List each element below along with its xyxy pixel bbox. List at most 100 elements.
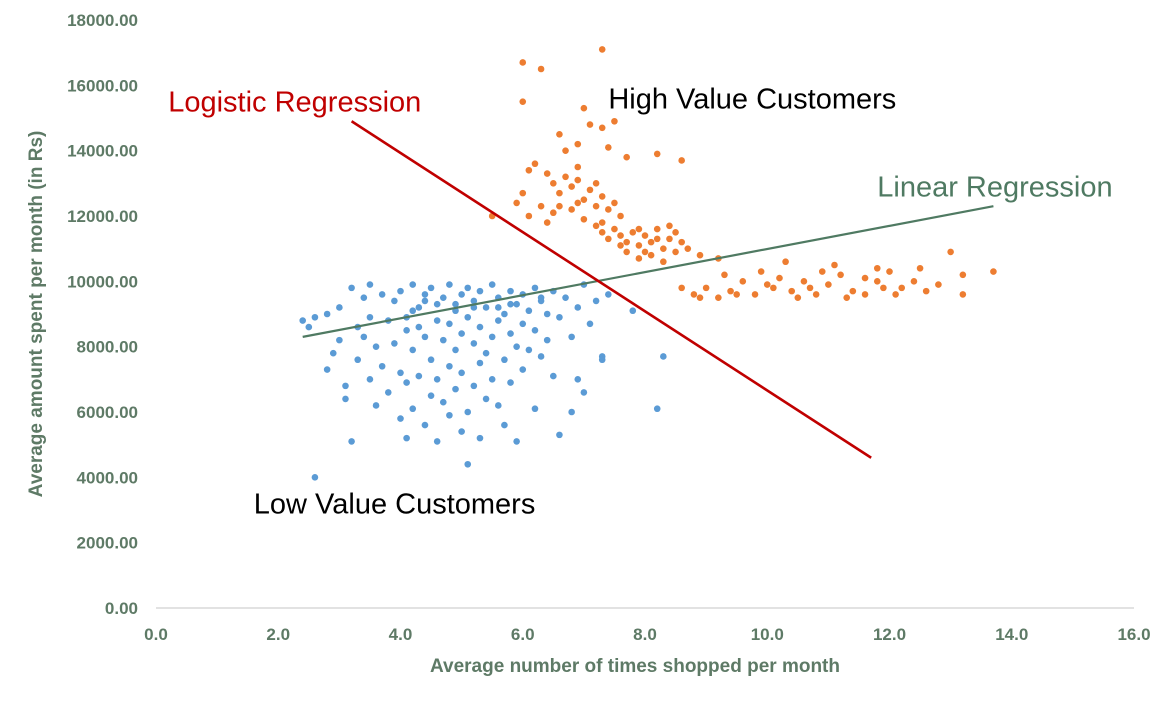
low-value-point bbox=[348, 438, 355, 445]
high-value-point bbox=[519, 98, 527, 105]
high-value-point bbox=[537, 202, 545, 210]
low-value-point bbox=[488, 376, 496, 383]
high-value-point bbox=[635, 225, 643, 233]
low-value-customers-label: Low Value Customers bbox=[254, 488, 536, 520]
high-value-point bbox=[543, 170, 551, 177]
low-value-point bbox=[507, 330, 514, 337]
low-value-point bbox=[397, 415, 404, 422]
low-value-point bbox=[329, 349, 337, 357]
low-value-point bbox=[495, 304, 502, 311]
high-value-point bbox=[800, 278, 808, 285]
low-value-point bbox=[556, 313, 563, 321]
high-value-point bbox=[562, 173, 569, 181]
low-value-point bbox=[415, 304, 423, 311]
high-value-point bbox=[959, 291, 967, 298]
low-value-point bbox=[507, 379, 514, 386]
high-value-point bbox=[910, 278, 918, 285]
low-value-point bbox=[562, 294, 569, 301]
low-value-point bbox=[501, 310, 508, 318]
low-value-point bbox=[323, 310, 331, 318]
high-value-point bbox=[617, 232, 624, 239]
high-value-point bbox=[525, 212, 533, 220]
high-value-point bbox=[678, 157, 685, 164]
low-value-point bbox=[311, 313, 319, 321]
high-value-point bbox=[623, 238, 630, 246]
high-value-point bbox=[611, 225, 618, 233]
high-value-point bbox=[537, 65, 545, 73]
high-value-point bbox=[641, 248, 649, 256]
y-tick-label: 14000.00 bbox=[67, 142, 138, 161]
low-value-point bbox=[605, 291, 612, 298]
high-value-point bbox=[543, 219, 551, 226]
low-value-point bbox=[409, 405, 417, 413]
logistic-regression-label: Logistic Regression bbox=[168, 87, 421, 119]
low-value-point bbox=[360, 294, 368, 301]
high-value-point bbox=[684, 245, 692, 252]
high-value-point bbox=[861, 291, 869, 298]
y-tick-label: 2000.00 bbox=[77, 534, 138, 553]
low-value-point bbox=[513, 300, 520, 308]
x-tick-label: 0.0 bbox=[144, 625, 168, 644]
low-value-point bbox=[513, 438, 520, 445]
high-value-point bbox=[947, 248, 954, 256]
high-value-point bbox=[873, 278, 881, 285]
linear-regression-label: Linear Regression bbox=[877, 172, 1112, 204]
low-value-point bbox=[415, 323, 423, 331]
high-value-point bbox=[696, 294, 704, 301]
low-value-point bbox=[470, 297, 478, 305]
high-value-point bbox=[666, 235, 673, 243]
low-value-point bbox=[409, 281, 417, 288]
low-value-point bbox=[348, 284, 355, 292]
low-value-point bbox=[391, 340, 398, 347]
low-value-point bbox=[354, 356, 362, 364]
low-value-point bbox=[537, 353, 545, 360]
high-value-point bbox=[580, 196, 588, 203]
low-value-point bbox=[464, 284, 472, 292]
high-value-point bbox=[690, 291, 698, 298]
high-value-point bbox=[598, 229, 606, 236]
low-value-point bbox=[311, 474, 319, 481]
low-value-point bbox=[366, 313, 374, 321]
high-value-point bbox=[751, 291, 759, 298]
low-value-point bbox=[580, 389, 588, 396]
low-value-point bbox=[409, 346, 417, 354]
low-value-point bbox=[427, 284, 435, 292]
high-value-point bbox=[556, 189, 563, 197]
low-value-point bbox=[482, 304, 490, 311]
low-value-point bbox=[299, 317, 307, 324]
high-value-point bbox=[617, 242, 624, 249]
low-value-point bbox=[433, 300, 441, 308]
x-tick-label: 6.0 bbox=[511, 625, 535, 644]
high-value-point bbox=[806, 284, 814, 292]
low-value-point bbox=[336, 336, 343, 344]
high-value-point bbox=[647, 238, 655, 246]
low-value-point bbox=[458, 369, 465, 377]
high-value-point bbox=[556, 202, 563, 210]
low-value-point bbox=[507, 300, 514, 308]
high-value-point bbox=[605, 144, 612, 151]
high-value-point bbox=[702, 284, 710, 292]
y-tick-label: 4000.00 bbox=[77, 468, 138, 487]
low-value-point bbox=[568, 333, 575, 341]
low-value-point bbox=[488, 333, 496, 341]
low-value-point bbox=[360, 333, 368, 341]
high-value-point bbox=[922, 287, 930, 295]
high-value-point bbox=[935, 281, 942, 288]
low-value-point bbox=[427, 392, 435, 399]
high-value-point bbox=[672, 229, 679, 236]
high-value-point bbox=[849, 287, 857, 295]
high-value-point bbox=[592, 202, 600, 210]
low-value-point bbox=[470, 382, 478, 390]
high-value-point bbox=[592, 180, 600, 187]
low-value-point bbox=[501, 421, 508, 429]
high-value-point bbox=[794, 294, 802, 301]
low-value-point bbox=[525, 346, 533, 354]
low-value-point bbox=[452, 346, 459, 354]
high-value-point bbox=[886, 268, 893, 275]
y-tick-label: 18000.00 bbox=[67, 11, 138, 30]
high-value-point bbox=[586, 121, 594, 128]
low-value-point bbox=[495, 317, 502, 324]
low-value-point bbox=[378, 362, 386, 370]
high-value-point bbox=[568, 206, 575, 213]
